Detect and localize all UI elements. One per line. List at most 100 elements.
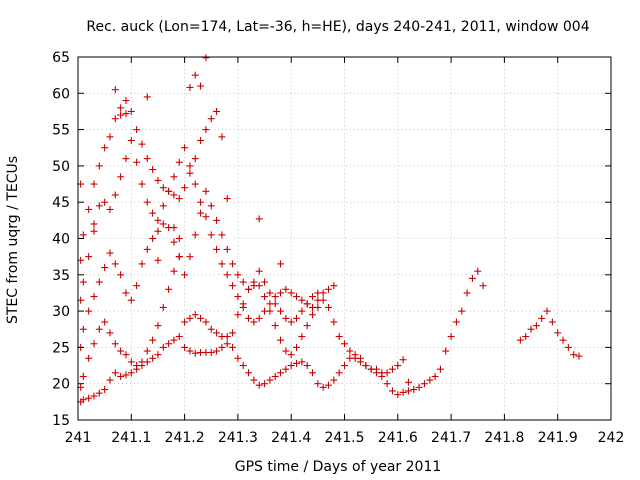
data-point xyxy=(234,293,242,301)
y-tick-label: 40 xyxy=(52,232,70,248)
data-point xyxy=(298,358,306,366)
y-tick-label: 55 xyxy=(52,123,70,139)
data-point xyxy=(271,293,279,301)
data-point xyxy=(303,300,311,308)
data-point xyxy=(122,289,130,297)
data-point xyxy=(207,231,215,239)
data-point xyxy=(218,231,226,239)
data-point xyxy=(388,387,396,395)
data-point xyxy=(133,126,141,134)
y-tick-label: 20 xyxy=(52,377,70,393)
data-point xyxy=(282,285,290,293)
data-point xyxy=(106,205,114,213)
data-point xyxy=(143,347,151,355)
data-point xyxy=(239,303,247,311)
data-point xyxy=(293,359,301,367)
data-point xyxy=(154,256,162,264)
data-point xyxy=(218,260,226,268)
data-point xyxy=(410,386,418,394)
data-point xyxy=(362,362,370,370)
data-point xyxy=(90,293,98,301)
data-point xyxy=(90,220,98,228)
data-point xyxy=(149,354,157,362)
data-point xyxy=(149,235,157,242)
data-point xyxy=(79,325,87,333)
data-point xyxy=(255,381,263,389)
data-point xyxy=(122,110,130,118)
data-point xyxy=(207,325,215,333)
data-point xyxy=(175,253,183,261)
data-point xyxy=(154,227,162,235)
data-point xyxy=(255,282,263,290)
data-point xyxy=(191,311,199,319)
data-point xyxy=(239,278,247,286)
data-point xyxy=(170,224,178,232)
data-point xyxy=(271,322,279,330)
data-point xyxy=(149,336,157,344)
data-point xyxy=(298,307,306,315)
x-tick-label: 241 xyxy=(65,430,92,446)
data-point xyxy=(234,311,242,319)
data-point xyxy=(527,325,535,333)
data-point xyxy=(298,333,306,341)
data-point xyxy=(426,376,434,384)
data-point xyxy=(197,209,205,217)
data-point xyxy=(431,372,439,380)
data-point xyxy=(111,86,119,94)
data-point xyxy=(122,155,130,163)
data-point xyxy=(229,260,237,268)
data-point xyxy=(575,352,583,360)
data-point xyxy=(106,329,114,337)
data-point xyxy=(394,362,402,370)
data-point xyxy=(117,111,125,119)
data-point xyxy=(138,260,146,268)
data-point xyxy=(245,369,253,377)
data-point xyxy=(127,358,135,366)
data-point xyxy=(170,238,178,246)
data-point xyxy=(191,231,199,239)
data-point xyxy=(207,115,215,123)
data-point xyxy=(106,133,114,141)
data-point xyxy=(202,318,210,326)
data-point xyxy=(282,314,290,322)
data-point xyxy=(234,271,242,279)
data-point xyxy=(95,202,103,210)
x-tick-label: 241.5 xyxy=(324,430,364,446)
data-point xyxy=(149,166,157,174)
data-point xyxy=(181,343,189,351)
data-point xyxy=(159,220,167,228)
data-point xyxy=(197,82,205,90)
data-point xyxy=(223,195,231,203)
data-point xyxy=(293,293,301,301)
data-point xyxy=(309,311,317,319)
data-point xyxy=(154,216,162,224)
data-point xyxy=(165,340,173,348)
data-point xyxy=(319,289,327,297)
data-point xyxy=(143,93,151,101)
y-tick-label: 25 xyxy=(52,340,70,356)
data-point xyxy=(202,126,210,134)
data-point xyxy=(436,365,444,373)
data-point xyxy=(404,387,412,395)
y-tick-label: 45 xyxy=(52,195,70,211)
data-point xyxy=(250,278,258,286)
data-point xyxy=(452,318,460,326)
data-point xyxy=(218,133,226,141)
data-point xyxy=(101,198,109,206)
data-point xyxy=(90,180,98,188)
data-point xyxy=(314,296,322,304)
data-point xyxy=(474,267,482,275)
data-point xyxy=(255,267,263,275)
data-point xyxy=(261,278,269,286)
data-point xyxy=(175,333,183,341)
data-point xyxy=(127,296,135,304)
data-point xyxy=(202,213,210,221)
data-point xyxy=(85,253,93,261)
data-point xyxy=(287,362,295,370)
x-tick-label: 241.8 xyxy=(484,430,524,446)
chart-title: Rec. auck (Lon=174, Lat=-36, h=HE), days… xyxy=(86,19,589,35)
data-point xyxy=(207,202,215,210)
data-point xyxy=(111,369,119,377)
data-point xyxy=(223,340,231,348)
data-point xyxy=(218,343,226,351)
